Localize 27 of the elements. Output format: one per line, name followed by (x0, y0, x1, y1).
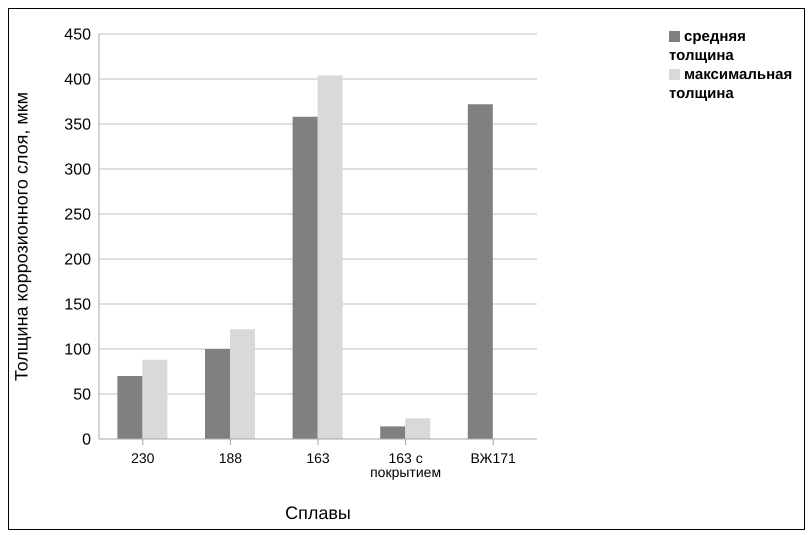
x-tick-label: ВЖ171 (470, 450, 516, 466)
x-tick-label: 188 (218, 450, 242, 466)
y-tick-label: 250 (64, 206, 92, 224)
bar (318, 75, 343, 439)
bar (230, 329, 255, 439)
y-tick-label: 200 (64, 252, 92, 269)
y-tick-label: 150 (64, 296, 92, 314)
y-tick-label: 350 (64, 116, 92, 134)
x-tick-label: 163 с покрытием (370, 450, 442, 480)
y-tick-label: 450 (64, 26, 92, 44)
x-tick-label: 163 (306, 450, 330, 466)
x-axis-title: Сплавы (285, 503, 351, 523)
x-tick-label: 230 (131, 450, 155, 466)
bar (468, 104, 493, 439)
bar (380, 426, 406, 439)
bar (142, 360, 168, 439)
y-tick-label: 300 (64, 162, 92, 179)
y-tick-label: 0 (82, 432, 92, 449)
bar (204, 349, 230, 439)
bar (405, 418, 430, 439)
bar (117, 376, 142, 439)
legend-label: максимальная толщина (669, 66, 792, 102)
y-tick-label: 50 (73, 386, 92, 404)
y-axis-title: Толщина коррозионного слоя, мкм (11, 92, 32, 381)
y-tick-label: 100 (64, 342, 92, 359)
y-tick-label: 400 (64, 72, 92, 89)
bar (292, 116, 318, 439)
